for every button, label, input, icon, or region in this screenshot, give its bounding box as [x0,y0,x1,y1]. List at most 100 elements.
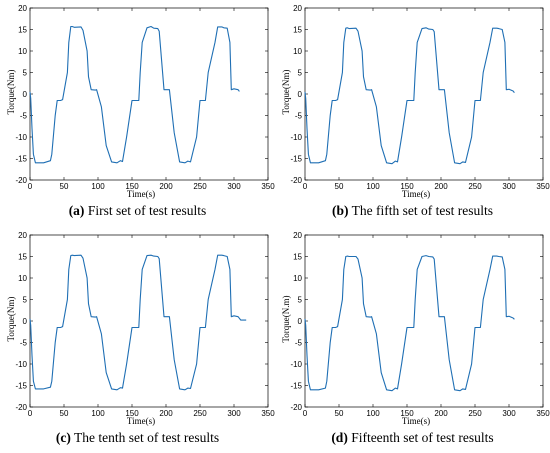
x-tick-label: 350 [261,182,275,191]
x-tick-label: 100 [91,182,105,191]
y-tick-label: -15 [15,382,27,391]
x-tick-label: 250 [468,409,482,418]
caption-text: The fifth set of test results [348,203,493,218]
y-tick-label: 0 [298,317,303,326]
y-tick-label: 5 [23,69,28,78]
caption-label: (d) [331,430,348,445]
x-axis-label: Time(s) [401,416,431,426]
torque-series-line [29,254,247,391]
x-tick-label: 200 [434,409,448,418]
caption-c: (c) The tenth set of test results [0,430,275,446]
x-tick-label: 300 [502,182,516,191]
x-tick-label: 0 [303,182,308,191]
y-axis-label: Torque(Nm) [281,69,291,115]
panel-d: 0 50 100 150 200 250 300 350 -20 -15 -10 -5 0 5 10 15 20… [275,227,550,453]
chart-a: 0 50 100 150 200 250 300 350 -20 -15 -10 -5 0 5 10 15 20 [15,4,275,191]
y-tick-label: -10 [15,360,27,369]
x-axis-label: Time(s) [126,416,156,426]
y-tick-label: -10 [290,133,302,142]
plot-frame [29,234,269,408]
y-tick-label: 15 [293,26,302,35]
x-tick-label: 50 [60,409,69,418]
plot-frame [304,234,544,408]
torque-series-line [29,25,240,164]
y-tick-label: -5 [295,112,303,121]
x-tick-label: 50 [335,182,344,191]
y-tick-label: -10 [15,133,27,142]
caption-label: (c) [55,430,71,445]
caption-label: (b) [332,203,349,218]
y-tick-label: -20 [15,176,27,185]
x-tick-label: 350 [536,182,550,191]
x-tick-label: 50 [60,182,69,191]
y-axis-label: Torque(Nm) [6,69,16,115]
chart-c: 0 50 100 150 200 250 300 350 -20 -15 -10 -5 0 5 10 15 20 [15,231,275,418]
y-axis-label: Torque(Nm) [6,296,16,342]
x-tick-label: 50 [335,409,344,418]
y-tick-label: 5 [23,296,28,305]
panel-c: 0 50 100 150 200 250 300 350 -20 -15 -10 -5 0 5 10 15 20… [0,227,275,453]
chart-b: 0 50 100 150 200 250 300 350 -20 -15 -10 -5 0 5 10 15 20 [290,4,550,191]
caption-d: (d) Fifteenth set of test results [275,430,550,446]
y-axis-label: Torque(N.m) [281,295,291,343]
y-tick-label: -20 [15,403,27,412]
y-tick-label: -5 [20,339,28,348]
caption-a: (a) First set of test results [0,203,275,219]
x-tick-label: 0 [28,409,33,418]
x-tick-label: 250 [468,182,482,191]
x-tick-label: 0 [28,182,33,191]
x-tick-label: 150 [125,182,139,191]
x-tick-label: 350 [536,409,550,418]
y-tick-label: -15 [290,382,302,391]
x-tick-label: 0 [303,409,308,418]
chart-d: 0 50 100 150 200 250 300 350 -20 -15 -10 -5 0 5 10 15 20 [290,231,550,418]
y-tick-label: -5 [295,339,303,348]
x-tick-label: 300 [502,409,516,418]
x-tick-label: 150 [400,182,414,191]
caption-text: Fifteenth set of test results [347,430,494,445]
y-tick-label: -15 [15,155,27,164]
y-tick-label: -5 [20,112,28,121]
x-tick-label: 300 [227,182,241,191]
x-tick-label: 350 [261,409,275,418]
x-tick-label: 100 [366,182,380,191]
caption-b: (b) The fifth set of test results [275,203,550,219]
x-tick-label: 250 [193,409,207,418]
plot-frame [29,7,269,181]
y-tick-label: 20 [18,4,27,13]
y-tick-label: 20 [18,231,27,240]
y-tick-label: 20 [293,4,302,13]
y-tick-label: 5 [298,296,303,305]
x-tick-label: 200 [159,182,173,191]
y-tick-label: 20 [293,231,302,240]
y-tick-label: -20 [290,403,302,412]
plot-frame [304,7,544,181]
torque-series-line [304,255,515,392]
y-tick-label: 0 [23,90,28,99]
x-tick-label: 300 [227,409,241,418]
panel-b: 0 50 100 150 200 250 300 350 -20 -15 -10 -5 0 5 10 15 20… [275,0,550,226]
x-tick-label: 200 [159,409,173,418]
panel-a: 0 50 100 150 200 250 300 350 -20 -15 -10 -5 0 5 10 15 20… [0,0,275,226]
caption-label: (a) [68,203,85,218]
y-tick-label: 15 [18,26,27,35]
torque-series-line [304,27,515,165]
caption-text: First set of test results [84,203,207,218]
y-tick-label: -15 [290,155,302,164]
y-tick-label: -10 [290,360,302,369]
y-tick-label: 0 [298,90,303,99]
y-tick-label: 0 [23,317,28,326]
y-tick-label: 10 [18,274,27,283]
y-tick-label: 10 [293,274,302,283]
y-tick-label: 15 [18,253,27,262]
x-tick-label: 250 [193,182,207,191]
caption-text: The tenth set of test results [70,430,220,445]
x-tick-label: 100 [366,409,380,418]
x-tick-label: 150 [400,409,414,418]
y-tick-label: 5 [298,69,303,78]
x-tick-label: 200 [434,182,448,191]
x-axis-label: Time(s) [401,189,431,199]
x-tick-label: 100 [91,409,105,418]
x-axis-label: Time(s) [126,189,156,199]
